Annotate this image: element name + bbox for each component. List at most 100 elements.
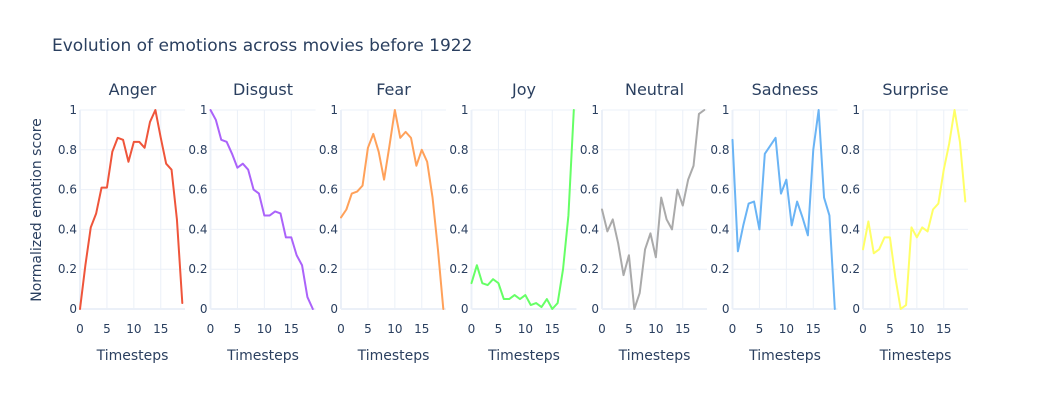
data-point-fear[interactable] xyxy=(381,177,387,183)
data-point-surprise[interactable] xyxy=(952,107,958,113)
data-point-anger[interactable] xyxy=(136,139,142,145)
data-point-disgust[interactable] xyxy=(213,117,219,123)
data-point-neutral[interactable] xyxy=(621,272,627,278)
data-point-sadness[interactable] xyxy=(800,214,806,220)
data-point-sadness[interactable] xyxy=(783,177,789,183)
data-point-fear[interactable] xyxy=(338,214,344,220)
data-point-disgust[interactable] xyxy=(218,137,224,143)
data-point-joy[interactable] xyxy=(533,300,539,306)
data-point-neutral[interactable] xyxy=(653,254,659,260)
data-point-surprise[interactable] xyxy=(962,199,968,205)
data-point-fear[interactable] xyxy=(397,135,403,141)
data-point-anger[interactable] xyxy=(99,185,105,191)
data-point-anger[interactable] xyxy=(88,224,94,230)
data-point-joy[interactable] xyxy=(571,107,577,113)
data-point-surprise[interactable] xyxy=(908,224,914,230)
data-point-disgust[interactable] xyxy=(299,262,305,268)
data-point-neutral[interactable] xyxy=(658,195,664,201)
data-point-sadness[interactable] xyxy=(805,232,811,238)
data-point-sadness[interactable] xyxy=(767,143,773,149)
data-point-fear[interactable] xyxy=(349,191,355,197)
data-point-surprise[interactable] xyxy=(925,228,931,234)
data-point-neutral[interactable] xyxy=(680,203,686,209)
data-point-joy[interactable] xyxy=(512,292,518,298)
data-point-surprise[interactable] xyxy=(865,218,871,224)
data-point-sadness[interactable] xyxy=(762,151,768,157)
data-point-sadness[interactable] xyxy=(756,226,762,232)
data-point-fear[interactable] xyxy=(354,189,360,195)
data-point-disgust[interactable] xyxy=(224,139,230,145)
data-point-fear[interactable] xyxy=(440,306,446,312)
data-point-joy[interactable] xyxy=(555,300,561,306)
data-point-sadness[interactable] xyxy=(751,199,757,205)
data-point-sadness[interactable] xyxy=(778,191,784,197)
data-point-anger[interactable] xyxy=(174,216,180,222)
data-point-surprise[interactable] xyxy=(871,250,877,256)
data-point-sadness[interactable] xyxy=(735,248,741,254)
data-point-joy[interactable] xyxy=(501,296,507,302)
data-point-surprise[interactable] xyxy=(941,167,947,173)
data-point-sadness[interactable] xyxy=(816,107,822,113)
data-point-joy[interactable] xyxy=(539,304,545,310)
data-point-anger[interactable] xyxy=(142,145,148,151)
data-point-neutral[interactable] xyxy=(691,163,697,169)
data-point-neutral[interactable] xyxy=(599,207,605,213)
data-point-anger[interactable] xyxy=(131,139,137,145)
data-point-neutral[interactable] xyxy=(631,306,637,312)
data-point-disgust[interactable] xyxy=(310,306,316,312)
data-point-disgust[interactable] xyxy=(245,167,251,173)
data-point-joy[interactable] xyxy=(506,296,512,302)
data-point-fear[interactable] xyxy=(419,147,425,153)
data-point-surprise[interactable] xyxy=(903,302,909,308)
data-point-sadness[interactable] xyxy=(730,137,736,143)
data-point-surprise[interactable] xyxy=(876,246,882,252)
data-point-joy[interactable] xyxy=(490,276,496,282)
data-point-disgust[interactable] xyxy=(251,187,257,193)
data-point-surprise[interactable] xyxy=(935,201,941,207)
data-point-disgust[interactable] xyxy=(304,294,310,300)
data-point-joy[interactable] xyxy=(474,262,480,268)
data-point-disgust[interactable] xyxy=(229,151,235,157)
data-point-surprise[interactable] xyxy=(919,224,925,230)
data-point-anger[interactable] xyxy=(158,135,164,141)
data-point-neutral[interactable] xyxy=(615,240,621,246)
data-point-joy[interactable] xyxy=(560,266,566,272)
data-point-surprise[interactable] xyxy=(882,234,888,240)
data-point-anger[interactable] xyxy=(147,119,153,125)
data-point-sadness[interactable] xyxy=(810,147,816,153)
data-point-fear[interactable] xyxy=(403,129,409,135)
data-point-joy[interactable] xyxy=(517,296,523,302)
data-point-surprise[interactable] xyxy=(957,139,963,145)
data-point-joy[interactable] xyxy=(485,282,491,288)
data-point-fear[interactable] xyxy=(376,149,382,155)
data-point-neutral[interactable] xyxy=(637,290,643,296)
data-point-neutral[interactable] xyxy=(696,111,702,117)
data-point-surprise[interactable] xyxy=(860,246,866,252)
data-point-fear[interactable] xyxy=(424,159,430,165)
data-point-fear[interactable] xyxy=(343,207,349,213)
data-point-disgust[interactable] xyxy=(267,212,273,218)
data-point-disgust[interactable] xyxy=(261,212,267,218)
data-point-anger[interactable] xyxy=(104,185,110,191)
data-point-sadness[interactable] xyxy=(826,212,832,218)
data-point-neutral[interactable] xyxy=(604,228,610,234)
data-point-joy[interactable] xyxy=(495,280,501,286)
data-point-disgust[interactable] xyxy=(240,161,246,167)
data-point-joy[interactable] xyxy=(544,296,550,302)
data-point-disgust[interactable] xyxy=(272,208,278,214)
data-point-anger[interactable] xyxy=(125,159,131,165)
data-point-sadness[interactable] xyxy=(794,199,800,205)
data-point-neutral[interactable] xyxy=(669,226,675,232)
data-point-sadness[interactable] xyxy=(821,195,827,201)
data-point-fear[interactable] xyxy=(430,195,436,201)
data-point-fear[interactable] xyxy=(370,131,376,137)
data-point-disgust[interactable] xyxy=(256,191,262,197)
data-point-anger[interactable] xyxy=(82,262,88,268)
data-point-joy[interactable] xyxy=(565,212,571,218)
data-point-fear[interactable] xyxy=(392,107,398,113)
data-point-fear[interactable] xyxy=(365,145,371,151)
data-point-fear[interactable] xyxy=(360,183,366,189)
data-point-disgust[interactable] xyxy=(283,234,289,240)
data-point-joy[interactable] xyxy=(479,280,485,286)
data-point-disgust[interactable] xyxy=(208,107,214,113)
